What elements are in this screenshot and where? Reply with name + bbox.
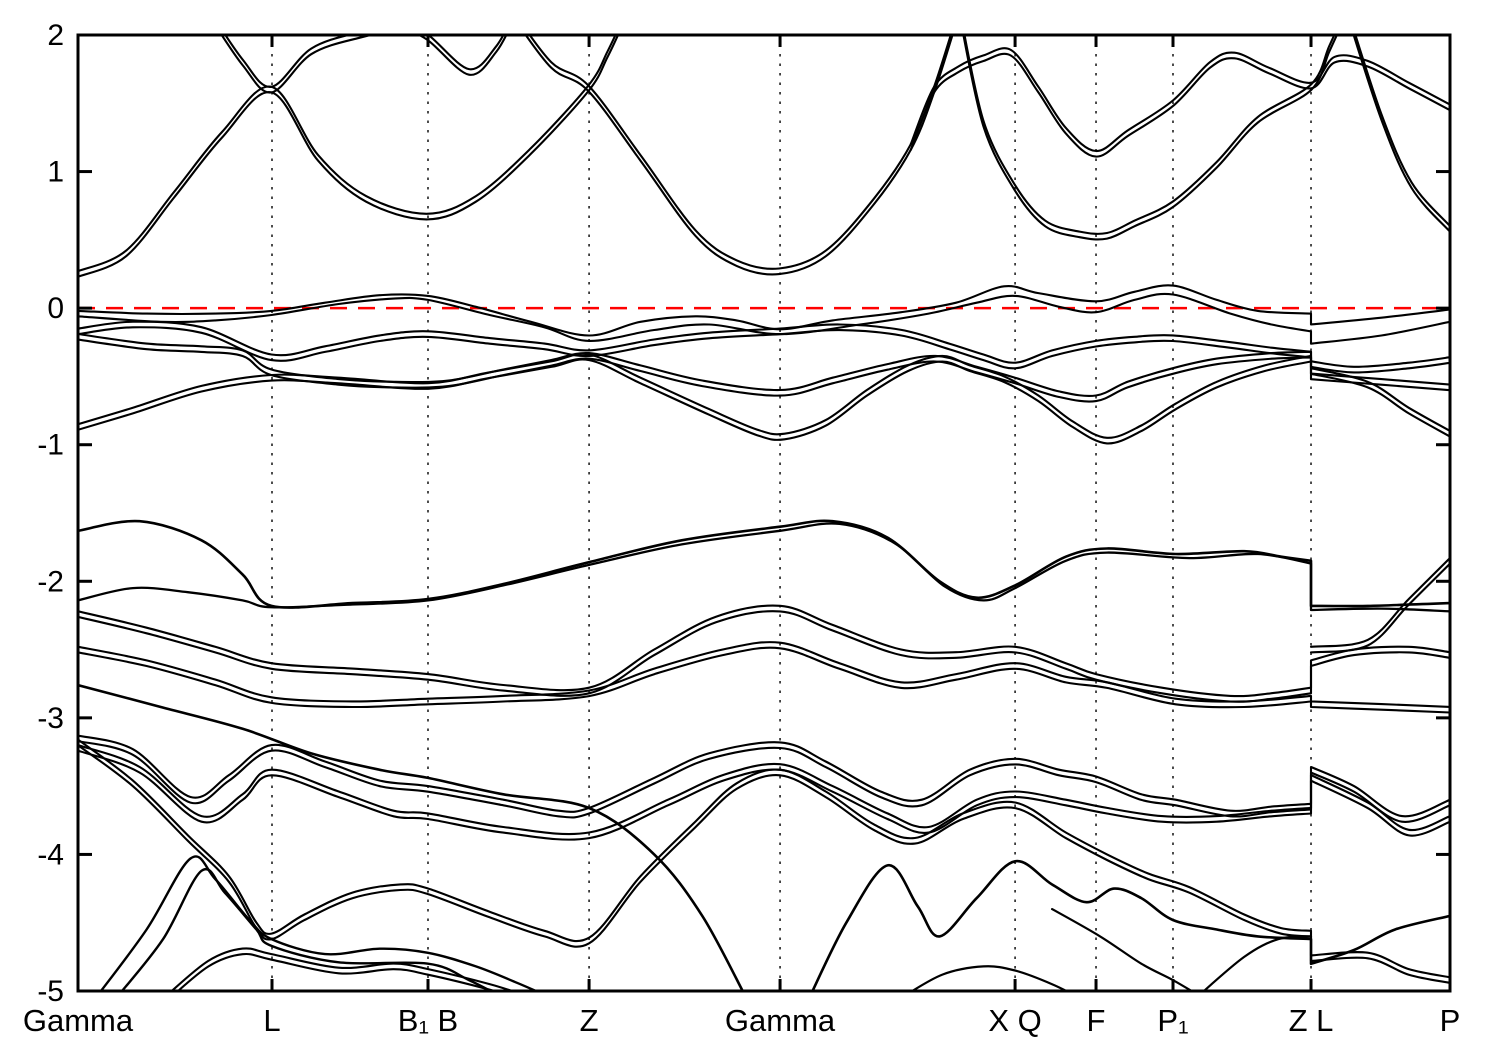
bands-group	[78, 35, 1450, 991]
conduction-descent-to-P-split-b	[1352, 35, 1450, 233]
deep-band-V-at-P1-right	[1202, 935, 1313, 991]
axis-box	[76, 33, 1452, 993]
deep-band-W-lower-split-b	[78, 749, 1450, 841]
deep-band-W-upper-split-a	[78, 734, 1450, 818]
y-tick-label: -5	[37, 975, 64, 1008]
valence-upper-pair-split-a	[78, 320, 1450, 368]
x-tick-label-X Q: X Q	[988, 1003, 1041, 1038]
deep-band-1	[78, 519, 1450, 609]
x-tick-label-P: P	[1440, 1003, 1461, 1038]
deep-band-V-at-P1-left	[1051, 908, 1194, 991]
deep-band-dive-left	[78, 683, 745, 991]
valence-deep-U-pair-split-a	[78, 352, 1450, 439]
conduction-descent-to-P-split-a	[1354, 35, 1450, 228]
y-tick-label: -2	[37, 565, 64, 598]
conduction-XQ-peak-F-min-split-b	[909, 52, 1450, 158]
valence-deep-U-pair-split-b	[78, 358, 1450, 445]
deep-band-rise-to-P-split-a	[1309, 556, 1450, 648]
x-tick-label-B₁ B: B₁ B	[398, 1003, 458, 1038]
x-tick-label-F: F	[1087, 1003, 1106, 1038]
deep-band-2	[78, 522, 1450, 613]
deep-band-3-split-a	[78, 604, 1450, 698]
deep-band-4-split-a	[78, 641, 1450, 708]
deep-band-rise-to-P-split-b	[1309, 562, 1450, 654]
deep-band-dive-right	[811, 859, 1450, 991]
conduction-XQ-peak-F-min-split-a	[909, 47, 1450, 153]
conduction-top-wiggle-L-split-b	[220, 35, 508, 94]
x-tick-label-Gamma: Gamma	[23, 1003, 134, 1038]
conduction-XQ-F-dip-split-a	[963, 35, 1336, 235]
deep-band-lambda-b	[120, 867, 494, 991]
y-tick-label: 2	[47, 19, 64, 52]
valence-upper-pair-split-b	[78, 326, 1450, 374]
deep-band-4-split-b	[78, 646, 1450, 714]
conduction-XQ-F-dip-split-b	[962, 35, 1339, 241]
deep-band-W-lower-split-a	[78, 744, 1450, 836]
deep-band-V-at-L-split-a	[78, 738, 1450, 979]
deep-band-W-upper-split-b	[78, 740, 1450, 823]
deep-band-bottom-left-split-b	[176, 952, 499, 991]
x-tick-label-L: L	[263, 1003, 280, 1038]
y-tick-label: -1	[37, 429, 64, 462]
x-tick-label-P₁: P₁	[1157, 1003, 1188, 1038]
conduction-gamma-L-B-Z-split-b	[78, 35, 620, 278]
x-tick-label-Z: Z	[580, 1003, 599, 1038]
x-tick-label-Gamma: Gamma	[725, 1003, 836, 1038]
y-tick-label: -3	[37, 702, 64, 735]
deep-band-bottom-left-split-a	[170, 947, 516, 991]
deep-band-bottom-XQ-hump	[910, 965, 1069, 991]
y-tick-label: -4	[37, 838, 64, 871]
x-tick-label-Z L: Z L	[1289, 1003, 1334, 1038]
y-tick-label: 0	[47, 292, 64, 325]
conduction-top-wiggle-L-split-a	[224, 35, 505, 88]
deep-band-lambda-a	[99, 855, 539, 991]
y-tick-label: 1	[47, 156, 64, 189]
